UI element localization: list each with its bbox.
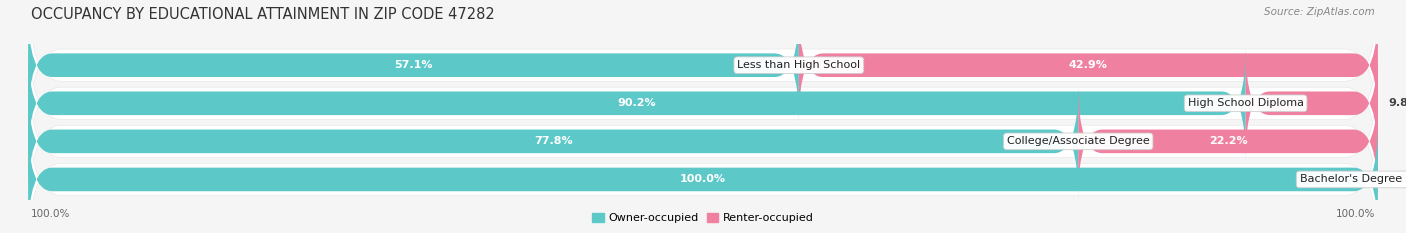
Text: College/Associate Degree: College/Associate Degree [1007, 136, 1150, 146]
FancyBboxPatch shape [28, 62, 1378, 220]
FancyBboxPatch shape [28, 123, 1378, 233]
Text: 0.0%: 0.0% [1389, 175, 1406, 185]
FancyBboxPatch shape [28, 85, 1078, 198]
FancyBboxPatch shape [28, 47, 1246, 160]
Text: 90.2%: 90.2% [617, 98, 657, 108]
FancyBboxPatch shape [28, 100, 1378, 233]
Text: 42.9%: 42.9% [1069, 60, 1108, 70]
FancyBboxPatch shape [28, 24, 1378, 182]
Text: Bachelor's Degree or higher: Bachelor's Degree or higher [1299, 175, 1406, 185]
Text: 100.0%: 100.0% [31, 209, 70, 219]
Text: OCCUPANCY BY EDUCATIONAL ATTAINMENT IN ZIP CODE 47282: OCCUPANCY BY EDUCATIONAL ATTAINMENT IN Z… [31, 7, 495, 22]
FancyBboxPatch shape [1246, 47, 1378, 160]
FancyBboxPatch shape [799, 8, 1378, 122]
Text: 100.0%: 100.0% [681, 175, 725, 185]
Text: 100.0%: 100.0% [1336, 209, 1375, 219]
FancyBboxPatch shape [1078, 85, 1378, 198]
Text: 77.8%: 77.8% [534, 136, 572, 146]
Text: 22.2%: 22.2% [1209, 136, 1247, 146]
FancyBboxPatch shape [28, 0, 1378, 144]
Text: High School Diploma: High School Diploma [1188, 98, 1303, 108]
FancyBboxPatch shape [28, 8, 799, 122]
Text: 57.1%: 57.1% [394, 60, 433, 70]
Legend: Owner-occupied, Renter-occupied: Owner-occupied, Renter-occupied [588, 208, 818, 227]
Text: Less than High School: Less than High School [737, 60, 860, 70]
Text: 9.8%: 9.8% [1389, 98, 1406, 108]
Text: Source: ZipAtlas.com: Source: ZipAtlas.com [1264, 7, 1375, 17]
